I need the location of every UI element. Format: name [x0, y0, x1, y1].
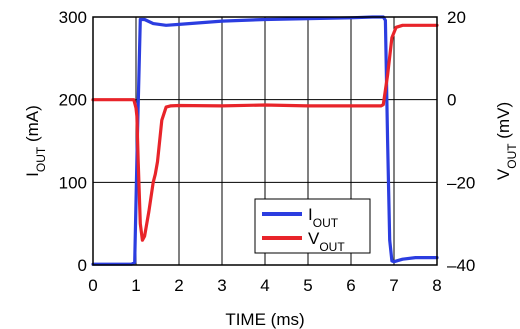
- legend-label-vout: VOUT: [308, 229, 345, 254]
- y-left-tick-label: 200: [59, 91, 87, 110]
- y-left-tick-labels: 0 100 200 300: [59, 8, 87, 275]
- plot-frame: [92, 16, 438, 266]
- legend-box: [254, 198, 371, 254]
- series-line-vout: [91, 23, 439, 242]
- legend: IOUT VOUT: [254, 198, 371, 254]
- x-tick-label: 5: [303, 276, 312, 295]
- x-tick-label: 8: [432, 276, 441, 295]
- legend-label-iout: IOUT: [308, 205, 339, 230]
- x-tick-labels: 0 1 2 3 4 5 6 7 8: [88, 276, 441, 295]
- y-right-tick-label: 0: [447, 91, 456, 110]
- y-right-tick-label: –40: [447, 256, 475, 275]
- y-right-tick-label: 20: [447, 8, 466, 27]
- x-tick-label: 4: [260, 276, 269, 295]
- y-left-axis-label: IOUT (mA): [23, 105, 48, 177]
- x-tick-label: 3: [217, 276, 226, 295]
- y-right-axis-label: VOUT (mV): [494, 102, 519, 180]
- y-left-tick-label: 0: [78, 256, 87, 275]
- y-right-tick-labels: 20 0 –20 –40: [447, 8, 475, 275]
- y-left-tick-label: 100: [59, 173, 87, 192]
- x-tick-label: 1: [131, 276, 140, 295]
- x-tick-label: 7: [389, 276, 398, 295]
- x-axis-label: TIME (ms): [225, 310, 304, 329]
- series-lines: [91, 15, 439, 266]
- y-right-tick-label: –20: [447, 173, 475, 192]
- grid: [93, 17, 437, 265]
- x-tick-label: 6: [346, 276, 355, 295]
- y-left-tick-label: 300: [59, 8, 87, 27]
- x-tick-label: 0: [88, 276, 97, 295]
- x-tick-label: 2: [174, 276, 183, 295]
